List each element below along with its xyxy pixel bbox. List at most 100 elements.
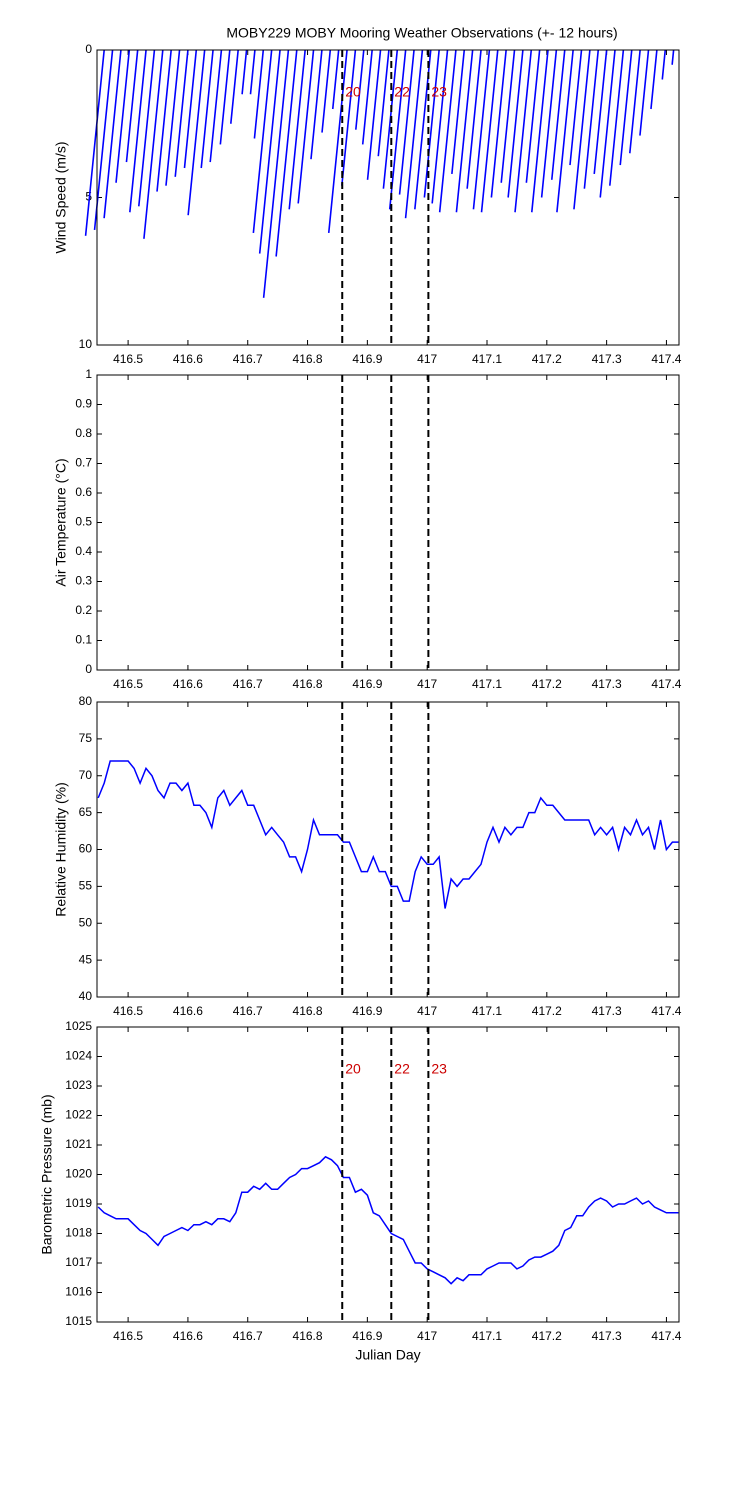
wind-stick: [137, 49, 156, 207]
x-tick-label: 417.2: [532, 352, 562, 366]
x-tick-label: 416.7: [233, 1329, 263, 1343]
axes-box: [96, 374, 680, 671]
plot-area: [97, 375, 679, 670]
y-axis-label: Wind Speed (m/s): [53, 141, 69, 253]
wind-stick: [125, 49, 139, 163]
x-tick-label: 417.3: [592, 1004, 622, 1018]
wind-stick: [530, 49, 549, 213]
y-tick-label: 50: [79, 915, 93, 929]
y-tick-label: 65: [79, 805, 93, 819]
x-axis-label: Julian Day: [355, 1347, 420, 1363]
y-tick-label: 1: [85, 367, 92, 381]
y-tick-label: 1021: [65, 1137, 92, 1151]
wind-stick: [599, 49, 616, 198]
wind-stick: [165, 49, 181, 186]
wind-stick: [438, 49, 457, 213]
wind-stick: [174, 49, 189, 177]
wind-stick: [507, 49, 524, 198]
event-label: 23: [431, 84, 447, 100]
wind-stick: [573, 49, 591, 210]
wind-stick: [639, 49, 650, 136]
event-label: 23: [431, 1061, 447, 1077]
wind-stick: [366, 49, 382, 180]
x-tick-label: 416.9: [352, 352, 382, 366]
y-tick-label: 1015: [65, 1314, 92, 1328]
y-tick-label: 40: [79, 989, 93, 1003]
wind-stick: [93, 49, 114, 231]
x-tick-label: 416.9: [352, 677, 382, 691]
x-tick-label: 416.9: [352, 1004, 382, 1018]
y-tick-label: 0: [85, 662, 92, 676]
x-tick-label: 417: [417, 1004, 437, 1018]
x-tick-label: 416.9: [352, 1329, 382, 1343]
wind-stick: [480, 49, 499, 213]
event-label: 20: [345, 1061, 361, 1077]
x-tick-label: 417: [417, 352, 437, 366]
wind-stick: [431, 49, 449, 204]
wind-stick: [229, 49, 239, 124]
wind-stick: [103, 49, 122, 219]
y-tick-label: 70: [79, 768, 93, 782]
x-tick-label: 417.1: [472, 1004, 502, 1018]
y-tick-label: 0.5: [75, 515, 92, 529]
y-tick-label: 80: [79, 694, 93, 708]
wind-stick: [200, 49, 214, 169]
wind-stick: [310, 49, 323, 160]
wind-stick: [262, 49, 290, 298]
wind-stick: [661, 49, 667, 80]
x-tick-label: 416.5: [113, 1004, 143, 1018]
x-tick-label: 417.1: [472, 677, 502, 691]
event-label: 20: [345, 84, 361, 100]
y-axis-label: Air Temperature (°C): [53, 458, 69, 586]
wind-stick: [156, 49, 172, 192]
wind-stick: [490, 49, 507, 198]
wind-stick: [583, 49, 600, 189]
axes-box: [96, 49, 680, 346]
plot-area: [97, 50, 679, 345]
wind-stick: [355, 49, 365, 130]
wind-stick: [628, 49, 641, 154]
x-tick-label: 416.6: [173, 1329, 203, 1343]
y-axis-label: Relative Humidity (%): [53, 782, 69, 917]
wind-stick: [129, 49, 147, 213]
x-tick-label: 416.7: [233, 677, 263, 691]
wind-stick: [525, 49, 541, 183]
x-tick-label: 417.4: [651, 677, 681, 691]
y-tick-label: 1017: [65, 1255, 92, 1269]
x-tick-label: 417.1: [472, 1329, 502, 1343]
y-tick-label: 75: [79, 731, 93, 745]
x-tick-label: 417.3: [592, 1329, 622, 1343]
wind-stick: [404, 49, 424, 219]
x-tick-label: 417.4: [651, 1004, 681, 1018]
wind-stick: [219, 49, 231, 145]
wind-stick: [241, 49, 248, 95]
x-tick-label: 417.1: [472, 352, 502, 366]
wind-stick: [258, 49, 281, 254]
x-tick-label: 416.8: [293, 1004, 323, 1018]
event-label: 22: [394, 84, 410, 100]
y-tick-label: 1018: [65, 1226, 92, 1240]
wind-stick: [398, 49, 415, 195]
wind-stick: [593, 49, 608, 174]
x-tick-label: 417.2: [532, 1004, 562, 1018]
wind-stick: [377, 49, 390, 157]
data-line: [97, 1155, 679, 1285]
wind-stick: [619, 49, 633, 166]
wind-stick: [388, 49, 407, 210]
x-tick-label: 416.6: [173, 352, 203, 366]
x-tick-label: 416.8: [293, 352, 323, 366]
wind-stick: [341, 49, 357, 186]
y-tick-label: 1016: [65, 1285, 92, 1299]
x-tick-label: 417.4: [651, 352, 681, 366]
wind-stick: [500, 49, 516, 183]
x-tick-label: 416.5: [113, 677, 143, 691]
y-tick-label: 60: [79, 842, 93, 856]
wind-stick: [609, 49, 625, 186]
y-tick-label: 0.3: [75, 574, 92, 588]
wind-stick: [84, 49, 105, 236]
y-tick-label: 0.7: [75, 456, 92, 470]
wind-stick: [275, 49, 298, 257]
wind-stick: [569, 49, 583, 166]
wind-stick: [321, 49, 332, 133]
